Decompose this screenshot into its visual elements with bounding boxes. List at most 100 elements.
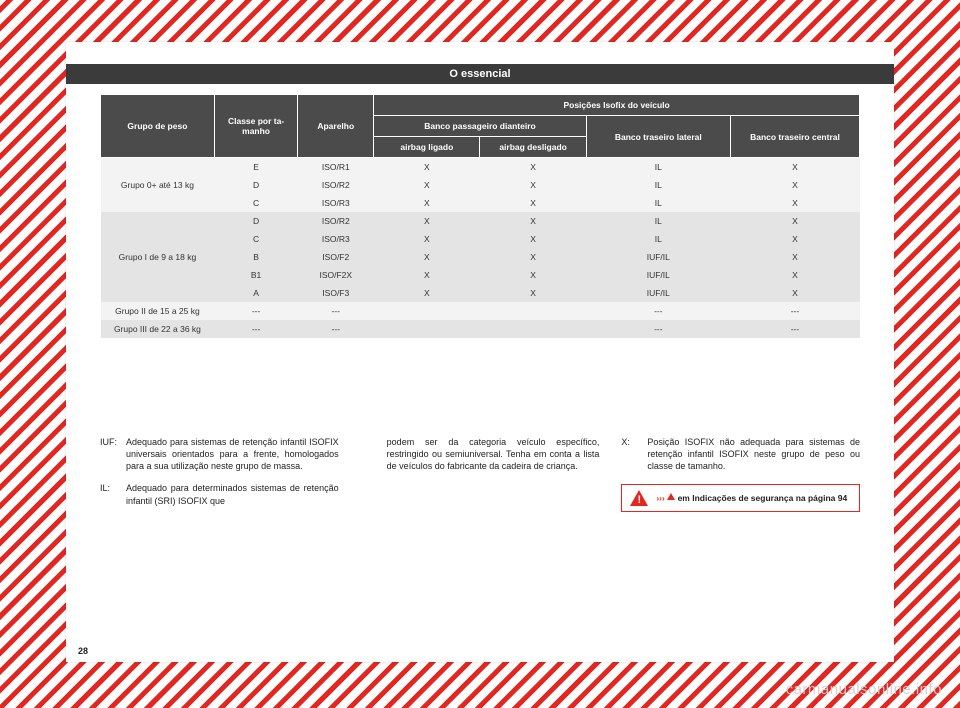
table-cell: X [374, 248, 480, 266]
note-tag: IUF: [100, 436, 126, 472]
group-label: Grupo II de 15 a 25 kg [101, 302, 215, 320]
th-posicoes: Posições Isofix do veículo [374, 95, 860, 116]
notes-col-1: IUF:Adequado para sistemas de retenção i… [100, 436, 339, 517]
table-cell: IUF/IL [586, 248, 730, 266]
table-cell: --- [298, 320, 374, 338]
table-cell: X [730, 284, 859, 302]
warning-mini-icon [667, 493, 675, 501]
table-row: AISO/F3XXIUF/ILX [101, 284, 860, 302]
note-definition: IL:Adequado para determinados sistemas d… [100, 482, 339, 506]
note-definition: podem ser da categoria veículo específic… [361, 436, 600, 472]
table-cell: ISO/F2 [298, 248, 374, 266]
group-label: Grupo I de 9 a 18 kg [101, 212, 215, 302]
table-cell: --- [730, 302, 859, 320]
note-text: podem ser da categoria veículo específic… [387, 436, 600, 472]
table-cell: C [214, 194, 297, 212]
notes-area: IUF:Adequado para sistemas de retenção i… [100, 436, 860, 517]
table-cell: B [214, 248, 297, 266]
th-airbag-on: airbag ligado [374, 137, 480, 158]
table-cell: IUF/IL [586, 266, 730, 284]
isofix-table: Grupo de peso Classe por ta- manho Apare… [100, 94, 860, 338]
table-cell [480, 302, 586, 320]
th-dianteiro: Banco passageiro dianteiro [374, 116, 587, 137]
table-cell: ISO/F3 [298, 284, 374, 302]
table-cell: IL [586, 212, 730, 230]
notes-col-3: X:Posição ISOFIX não adequada para siste… [621, 436, 860, 517]
table-row: Grupo III de 22 a 36 kg------------ [101, 320, 860, 338]
table-cell: X [480, 230, 586, 248]
table-row: Grupo I de 9 a 18 kgDISO/R2XXILX [101, 212, 860, 230]
table-cell [374, 302, 480, 320]
th-aparelho: Aparelho [298, 95, 374, 158]
table-cell: B1 [214, 266, 297, 284]
table-cell: X [374, 284, 480, 302]
table-cell: D [214, 212, 297, 230]
table-cell: X [480, 176, 586, 194]
th-classe: Classe por ta- manho [214, 95, 297, 158]
table-cell: X [374, 194, 480, 212]
table-cell: IL [586, 194, 730, 212]
table-cell: X [374, 266, 480, 284]
table-cell: X [480, 248, 586, 266]
table-row: B1ISO/F2XXXIUF/ILX [101, 266, 860, 284]
table-cell: X [480, 194, 586, 212]
table-cell: A [214, 284, 297, 302]
page-title-bar: O essencial [66, 64, 894, 84]
table-cell: X [730, 266, 859, 284]
table-row: CISO/R3XXILX [101, 230, 860, 248]
note-tag: X: [621, 436, 647, 472]
table-row: BISO/F2XXIUF/ILX [101, 248, 860, 266]
note-text: Adequado para determinados sistemas de r… [126, 482, 339, 506]
warning-box: ››› em Indicações de segurança na página… [621, 484, 860, 512]
table-cell: X [730, 230, 859, 248]
note-text: Adequado para sistemas de retenção infan… [126, 436, 339, 472]
table-cell: --- [214, 320, 297, 338]
table-cell: ISO/F2X [298, 266, 374, 284]
table-cell: --- [730, 320, 859, 338]
table-cell: ISO/R2 [298, 176, 374, 194]
table-cell: X [480, 284, 586, 302]
th-lateral: Banco traseiro lateral [586, 116, 730, 158]
group-label: Grupo III de 22 a 36 kg [101, 320, 215, 338]
table-cell: C [214, 230, 297, 248]
table-cell: X [730, 212, 859, 230]
table-cell: X [730, 158, 859, 177]
table-cell: X [480, 266, 586, 284]
table-row: CISO/R3XXILX [101, 194, 860, 212]
notes-col-2: podem ser da categoria veículo específic… [361, 436, 600, 517]
note-tag [361, 436, 387, 472]
table-cell: IL [586, 230, 730, 248]
table-row: Grupo II de 15 a 25 kg------------ [101, 302, 860, 320]
page: O essencial Grupo de peso Classe por ta-… [66, 42, 894, 662]
table-cell: --- [214, 302, 297, 320]
table-cell: IL [586, 158, 730, 177]
table-cell: X [730, 248, 859, 266]
th-grupo-peso: Grupo de peso [101, 95, 215, 158]
page-number: 28 [78, 646, 88, 656]
group-label: Grupo 0+ até 13 kg [101, 158, 215, 213]
table-row: DISO/R2XXILX [101, 176, 860, 194]
warning-icon [630, 490, 648, 506]
table-cell: ISO/R2 [298, 212, 374, 230]
note-definition: X:Posição ISOFIX não adequada para siste… [621, 436, 860, 472]
table-cell [374, 320, 480, 338]
note-text: Posição ISOFIX não adequada para sistema… [647, 436, 860, 472]
table-cell: X [480, 212, 586, 230]
th-airbag-off: airbag desligado [480, 137, 586, 158]
table-cell: IL [586, 176, 730, 194]
table-cell: ISO/R3 [298, 194, 374, 212]
note-tag: IL: [100, 482, 126, 506]
note-definition: IUF:Adequado para sistemas de retenção i… [100, 436, 339, 472]
table-cell: X [374, 176, 480, 194]
th-central: Banco traseiro central [730, 116, 859, 158]
table-cell: X [730, 176, 859, 194]
table-cell: ISO/R3 [298, 230, 374, 248]
watermark: carmanualsonline.info [786, 681, 942, 698]
table-cell: D [214, 176, 297, 194]
table-cell: X [374, 230, 480, 248]
table-cell: --- [298, 302, 374, 320]
table-cell: E [214, 158, 297, 177]
table-cell: X [480, 158, 586, 177]
table-cell: --- [586, 302, 730, 320]
table-cell: ISO/R1 [298, 158, 374, 177]
